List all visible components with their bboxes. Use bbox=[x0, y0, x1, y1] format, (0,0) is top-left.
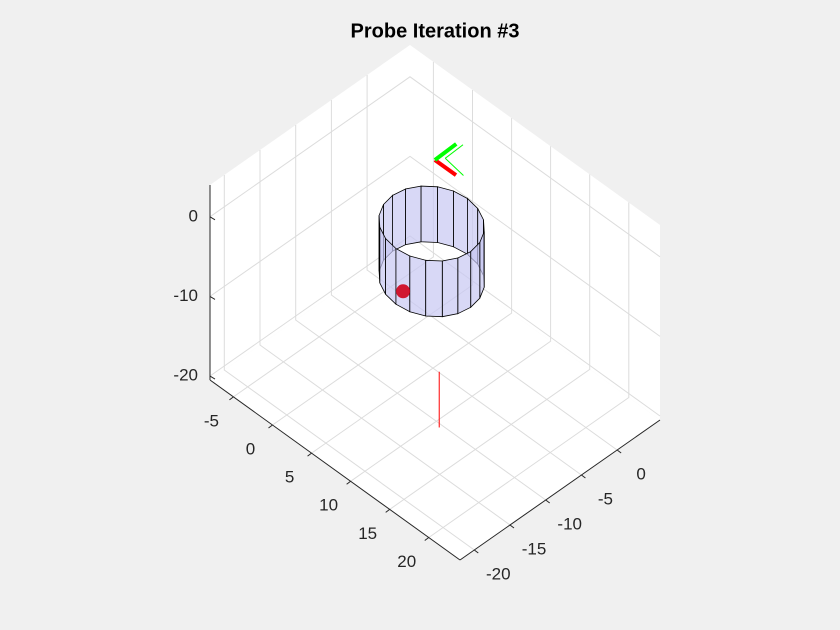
grid-line bbox=[295, 125, 546, 501]
cylinder-face bbox=[385, 237, 397, 306]
cylinder-face bbox=[379, 227, 387, 295]
tick-mark bbox=[545, 499, 551, 504]
grid-line bbox=[389, 174, 591, 510]
y-tick-label: -20 bbox=[486, 564, 511, 583]
cylinder-face bbox=[457, 250, 472, 315]
x-tick-label: 10 bbox=[319, 496, 338, 515]
cylinder-face bbox=[409, 255, 427, 317]
tick-mark bbox=[229, 396, 234, 401]
grid-line bbox=[259, 150, 511, 526]
grid-line bbox=[233, 61, 434, 398]
tick-mark bbox=[509, 524, 515, 529]
tick-mark bbox=[209, 295, 216, 300]
grid-line bbox=[366, 75, 618, 451]
grid-line bbox=[330, 100, 582, 476]
x-tick-label: -5 bbox=[204, 411, 219, 430]
cylinder-face bbox=[395, 247, 411, 313]
tick-mark bbox=[616, 449, 622, 454]
tick-mark bbox=[268, 424, 273, 429]
tick-mark bbox=[473, 549, 479, 554]
tick-mark bbox=[424, 537, 430, 541]
z-tick-label: 0 bbox=[189, 206, 198, 225]
cylinder-face bbox=[420, 185, 439, 243]
z-tick-label: -10 bbox=[173, 286, 198, 305]
segment bbox=[444, 157, 464, 176]
z-tick-label: -20 bbox=[173, 366, 198, 385]
tick-mark bbox=[209, 375, 216, 380]
y-tick-label: -10 bbox=[557, 514, 582, 533]
cylinder-face bbox=[437, 186, 454, 248]
probe-point bbox=[396, 284, 411, 299]
grid-line bbox=[350, 146, 552, 482]
cylinder-face bbox=[441, 257, 459, 318]
grid-line bbox=[311, 118, 513, 454]
segment bbox=[433, 142, 458, 162]
x-tick-label: 15 bbox=[358, 524, 377, 543]
y-axis-line bbox=[459, 419, 661, 561]
segment bbox=[433, 158, 458, 177]
floor-plane bbox=[210, 240, 660, 560]
grid-line bbox=[209, 76, 661, 258]
cylinder-face bbox=[479, 231, 485, 299]
grid-line bbox=[209, 155, 661, 337]
y-tick-label: -5 bbox=[598, 489, 613, 508]
y-tick-label: -15 bbox=[522, 539, 547, 558]
x-tick-label: 0 bbox=[246, 439, 255, 458]
x-tick-label: 20 bbox=[397, 552, 416, 571]
tick-mark bbox=[307, 452, 312, 457]
x-axis-line bbox=[209, 379, 461, 561]
cylinder-face bbox=[405, 185, 422, 246]
tick-mark bbox=[209, 216, 216, 221]
grid-line bbox=[428, 202, 630, 538]
tick-mark bbox=[581, 474, 586, 479]
tick-mark bbox=[346, 480, 351, 485]
y-tick-label: 0 bbox=[636, 464, 645, 483]
chart-title: Probe Iteration #3 bbox=[351, 20, 520, 42]
cylinder-face bbox=[392, 188, 406, 252]
tick-mark bbox=[385, 508, 390, 513]
x-tick-label: 5 bbox=[285, 468, 294, 487]
grid-line bbox=[223, 175, 475, 551]
cylinder-face bbox=[453, 190, 468, 255]
cylinder-face bbox=[470, 241, 481, 309]
cylinder-face bbox=[425, 259, 443, 318]
segment bbox=[444, 144, 464, 159]
